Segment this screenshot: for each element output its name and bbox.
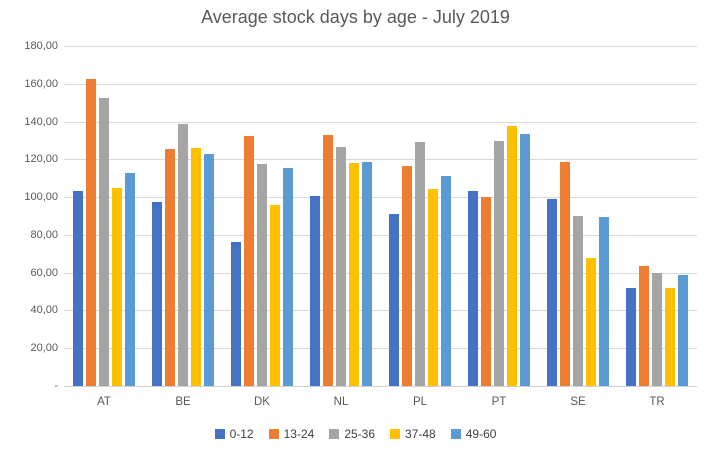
- y-tick-label: 100,00: [24, 191, 58, 203]
- x-axis-label-PL: PL: [412, 396, 428, 408]
- legend-label: 13-24: [283, 427, 315, 441]
- bar-BE-13-24: [165, 149, 175, 386]
- bar-PT-25-36: [494, 141, 504, 386]
- bar-PT-37-48: [507, 126, 517, 386]
- bar-PT-49-60: [520, 134, 530, 386]
- bar-PL-25-36: [415, 142, 425, 386]
- bar-SE-37-48: [586, 258, 596, 386]
- y-tick-label: 120,00: [24, 153, 58, 165]
- chart-title: Average stock days by age - July 2019: [201, 7, 510, 27]
- x-axis-label-AT: AT: [97, 396, 111, 408]
- bar-SE-13-24: [560, 162, 570, 386]
- x-axis-line: [64, 386, 697, 387]
- bar-NL-25-36: [336, 147, 346, 386]
- x-axis-label-BE: BE: [175, 396, 191, 408]
- bar-SE-0-12: [547, 199, 557, 386]
- legend-label: 25-36: [344, 427, 376, 441]
- bar-BE-49-60: [204, 154, 214, 386]
- x-axis-label-PT: PT: [491, 396, 507, 408]
- y-tick-label: 160,00: [24, 78, 58, 90]
- bar-PL-49-60: [441, 176, 451, 386]
- bar-BE-37-48: [191, 148, 201, 386]
- bar-DK-49-60: [283, 168, 293, 386]
- gridline: [64, 122, 697, 123]
- legend-swatch-icon: [268, 429, 279, 439]
- y-tick-label: 60,00: [30, 267, 58, 279]
- legend: 0-12 13-24 25-36 37-48 49-60: [0, 427, 711, 441]
- legend-item-25-36: 25-36: [329, 427, 375, 441]
- legend-label: 49-60: [465, 427, 497, 441]
- bar-SE-25-36: [573, 216, 583, 386]
- legend-item-37-48: 37-48: [390, 427, 436, 441]
- bar-TR-25-36: [652, 273, 662, 386]
- legend-swatch-icon: [214, 429, 225, 439]
- gridline: [64, 310, 697, 311]
- legend-swatch-icon: [329, 429, 340, 439]
- bar-SE-49-60: [599, 217, 609, 386]
- y-tick-label: 180,00: [24, 40, 58, 52]
- gridline: [64, 348, 697, 349]
- y-tick-label: 40,00: [30, 304, 58, 316]
- bar-AT-49-60: [125, 173, 135, 386]
- bar-TR-13-24: [639, 266, 649, 386]
- bar-PL-13-24: [402, 166, 412, 386]
- bar-AT-37-48: [112, 188, 122, 386]
- bar-BE-0-12: [152, 202, 162, 386]
- legend-item-13-24: 13-24: [268, 427, 315, 441]
- gridline: [64, 273, 697, 274]
- bar-TR-37-48: [665, 288, 675, 386]
- x-axis-label-SE: SE: [570, 396, 586, 408]
- y-tick-label: 80,00: [30, 229, 58, 241]
- legend-item-0-12: 0-12: [214, 427, 254, 441]
- bar-AT-25-36: [99, 98, 109, 386]
- bar-BE-25-36: [178, 124, 188, 386]
- gridline: [64, 84, 697, 85]
- bar-AT-13-24: [86, 79, 96, 386]
- y-tick-label: 140,00: [24, 116, 58, 128]
- x-axis-label-TR: TR: [649, 396, 665, 408]
- bar-TR-49-60: [678, 275, 688, 386]
- bar-NL-13-24: [323, 135, 333, 386]
- legend-label: 0-12: [229, 427, 254, 441]
- bar-PL-0-12: [389, 214, 399, 386]
- gridline: [64, 235, 697, 236]
- bar-NL-49-60: [362, 162, 372, 386]
- bar-DK-25-36: [257, 164, 267, 386]
- bar-NL-0-12: [310, 196, 320, 386]
- bar-PT-0-12: [468, 191, 478, 386]
- bar-DK-13-24: [244, 136, 254, 386]
- gridline: [64, 46, 697, 47]
- bar-TR-0-12: [626, 288, 636, 386]
- y-tick-label: -: [54, 380, 58, 392]
- bar-PL-37-48: [428, 189, 438, 386]
- legend-swatch-icon: [450, 429, 461, 439]
- x-axis-label-NL: NL: [333, 396, 349, 408]
- gridline: [64, 197, 697, 198]
- bar-PT-13-24: [481, 197, 491, 386]
- legend-item-49-60: 49-60: [450, 427, 497, 441]
- y-tick-label: 20,00: [30, 342, 58, 354]
- bar-NL-37-48: [349, 163, 359, 386]
- x-axis-label-DK: DK: [254, 396, 270, 408]
- bar-DK-0-12: [231, 242, 241, 386]
- legend-label: 37-48: [405, 427, 436, 441]
- legend-swatch-icon: [390, 429, 401, 439]
- gridline: [64, 159, 697, 160]
- bar-DK-37-48: [270, 205, 280, 386]
- bar-AT-0-12: [73, 191, 83, 386]
